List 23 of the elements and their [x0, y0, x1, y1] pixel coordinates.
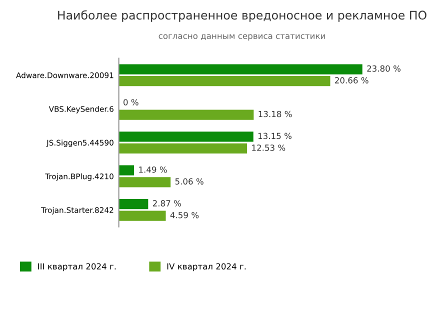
bar: [118, 210, 166, 221]
bar: [118, 132, 254, 142]
bar: [118, 143, 248, 154]
data-label: 20.66 %: [335, 77, 368, 84]
data-label: 5.06 %: [175, 178, 204, 185]
data-label: 23.80 %: [367, 65, 400, 72]
bar: [118, 165, 134, 176]
data-label: 12.53 %: [252, 144, 286, 151]
chart-subtitle: согласно данным сервиса статистики: [158, 34, 325, 41]
legend-label: IV квартал 2024 г.: [167, 263, 246, 272]
data-label: 13.18 %: [258, 110, 292, 118]
bar: [118, 199, 148, 210]
data-label: 2.87 %: [152, 200, 181, 206]
bar: [118, 177, 171, 188]
bar: [118, 64, 362, 74]
data-label: 13.15 %: [258, 132, 292, 140]
data-label: 4.59 %: [170, 212, 199, 218]
chart-title: Наиболее распространенное вредоносное и рекламное ПО: [58, 10, 426, 22]
data-label: 1.49 %: [139, 166, 167, 173]
legend-label: III квартал 2024 г.: [38, 263, 116, 272]
bar: [118, 76, 330, 86]
bar: [118, 110, 254, 120]
data-label: 0 %: [124, 99, 138, 106]
